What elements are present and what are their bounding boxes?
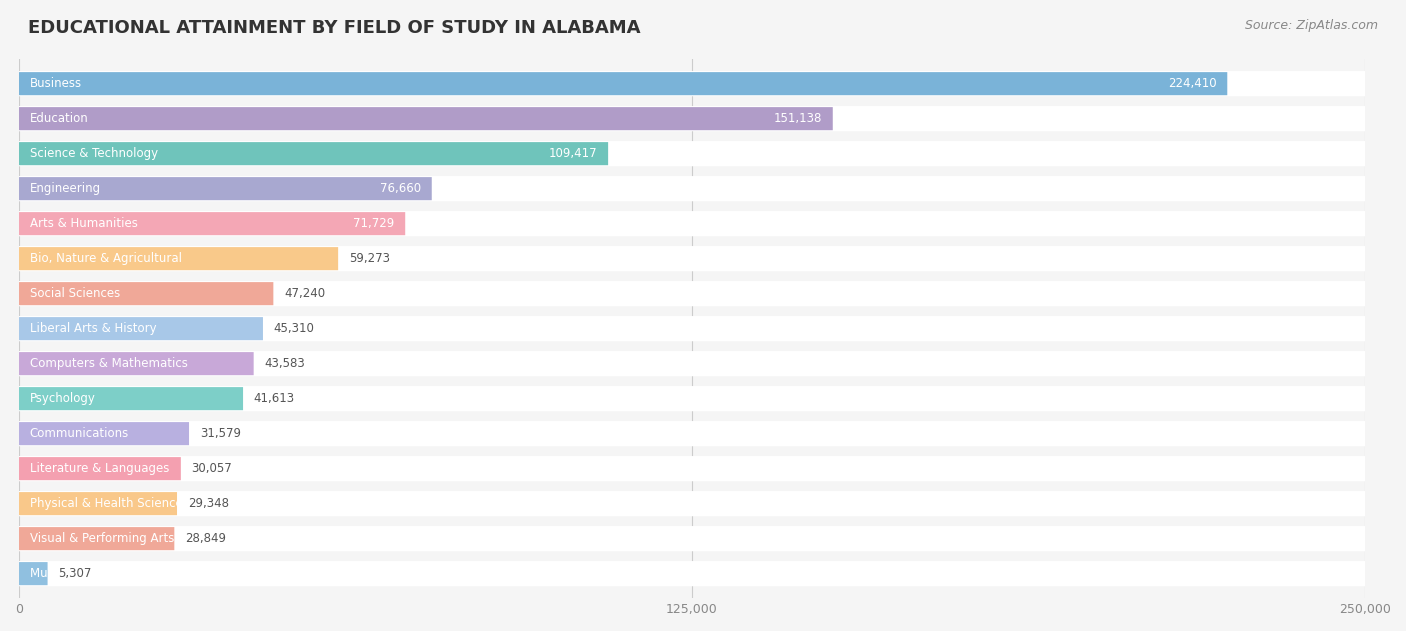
FancyBboxPatch shape bbox=[20, 492, 177, 515]
Text: Business: Business bbox=[30, 77, 82, 90]
FancyBboxPatch shape bbox=[20, 281, 1365, 306]
Text: Multidisciplinary Studies: Multidisciplinary Studies bbox=[30, 567, 174, 580]
FancyBboxPatch shape bbox=[20, 456, 1365, 481]
FancyBboxPatch shape bbox=[20, 246, 1365, 271]
FancyBboxPatch shape bbox=[20, 247, 337, 270]
Text: 29,348: 29,348 bbox=[188, 497, 229, 510]
Text: Visual & Performing Arts: Visual & Performing Arts bbox=[30, 532, 174, 545]
Text: 45,310: 45,310 bbox=[274, 322, 315, 335]
FancyBboxPatch shape bbox=[20, 387, 243, 410]
FancyBboxPatch shape bbox=[20, 212, 405, 235]
Text: Physical & Health Sciences: Physical & Health Sciences bbox=[30, 497, 188, 510]
FancyBboxPatch shape bbox=[20, 107, 832, 130]
Text: 5,307: 5,307 bbox=[58, 567, 91, 580]
Text: 28,849: 28,849 bbox=[186, 532, 226, 545]
Text: Bio, Nature & Agricultural: Bio, Nature & Agricultural bbox=[30, 252, 181, 265]
FancyBboxPatch shape bbox=[20, 141, 1365, 166]
FancyBboxPatch shape bbox=[20, 352, 253, 375]
Text: 59,273: 59,273 bbox=[349, 252, 389, 265]
Text: Arts & Humanities: Arts & Humanities bbox=[30, 217, 138, 230]
FancyBboxPatch shape bbox=[20, 422, 188, 445]
FancyBboxPatch shape bbox=[20, 72, 1227, 95]
FancyBboxPatch shape bbox=[20, 457, 181, 480]
Text: Source: ZipAtlas.com: Source: ZipAtlas.com bbox=[1244, 19, 1378, 32]
FancyBboxPatch shape bbox=[20, 421, 1365, 446]
Text: 224,410: 224,410 bbox=[1168, 77, 1216, 90]
FancyBboxPatch shape bbox=[20, 562, 48, 585]
FancyBboxPatch shape bbox=[20, 526, 1365, 551]
FancyBboxPatch shape bbox=[20, 176, 1365, 201]
Text: Science & Technology: Science & Technology bbox=[30, 147, 157, 160]
Text: Social Sciences: Social Sciences bbox=[30, 287, 120, 300]
Text: EDUCATIONAL ATTAINMENT BY FIELD OF STUDY IN ALABAMA: EDUCATIONAL ATTAINMENT BY FIELD OF STUDY… bbox=[28, 19, 641, 37]
Text: 151,138: 151,138 bbox=[773, 112, 823, 125]
FancyBboxPatch shape bbox=[20, 351, 1365, 376]
FancyBboxPatch shape bbox=[20, 211, 1365, 236]
FancyBboxPatch shape bbox=[20, 561, 1365, 586]
FancyBboxPatch shape bbox=[20, 71, 1365, 97]
FancyBboxPatch shape bbox=[20, 316, 1365, 341]
Text: 30,057: 30,057 bbox=[191, 462, 232, 475]
FancyBboxPatch shape bbox=[20, 317, 263, 340]
Text: 31,579: 31,579 bbox=[200, 427, 240, 440]
Text: 47,240: 47,240 bbox=[284, 287, 325, 300]
FancyBboxPatch shape bbox=[20, 527, 174, 550]
FancyBboxPatch shape bbox=[20, 106, 1365, 131]
Text: 71,729: 71,729 bbox=[353, 217, 395, 230]
Text: Literature & Languages: Literature & Languages bbox=[30, 462, 169, 475]
FancyBboxPatch shape bbox=[20, 142, 609, 165]
Text: Education: Education bbox=[30, 112, 89, 125]
Text: 43,583: 43,583 bbox=[264, 357, 305, 370]
FancyBboxPatch shape bbox=[20, 491, 1365, 516]
Text: 41,613: 41,613 bbox=[254, 392, 295, 405]
Text: Computers & Mathematics: Computers & Mathematics bbox=[30, 357, 187, 370]
FancyBboxPatch shape bbox=[20, 177, 432, 200]
Text: Liberal Arts & History: Liberal Arts & History bbox=[30, 322, 156, 335]
Text: Engineering: Engineering bbox=[30, 182, 101, 195]
FancyBboxPatch shape bbox=[20, 386, 1365, 411]
Text: Communications: Communications bbox=[30, 427, 129, 440]
Text: Psychology: Psychology bbox=[30, 392, 96, 405]
FancyBboxPatch shape bbox=[20, 282, 273, 305]
Text: 109,417: 109,417 bbox=[548, 147, 598, 160]
Text: 76,660: 76,660 bbox=[380, 182, 420, 195]
